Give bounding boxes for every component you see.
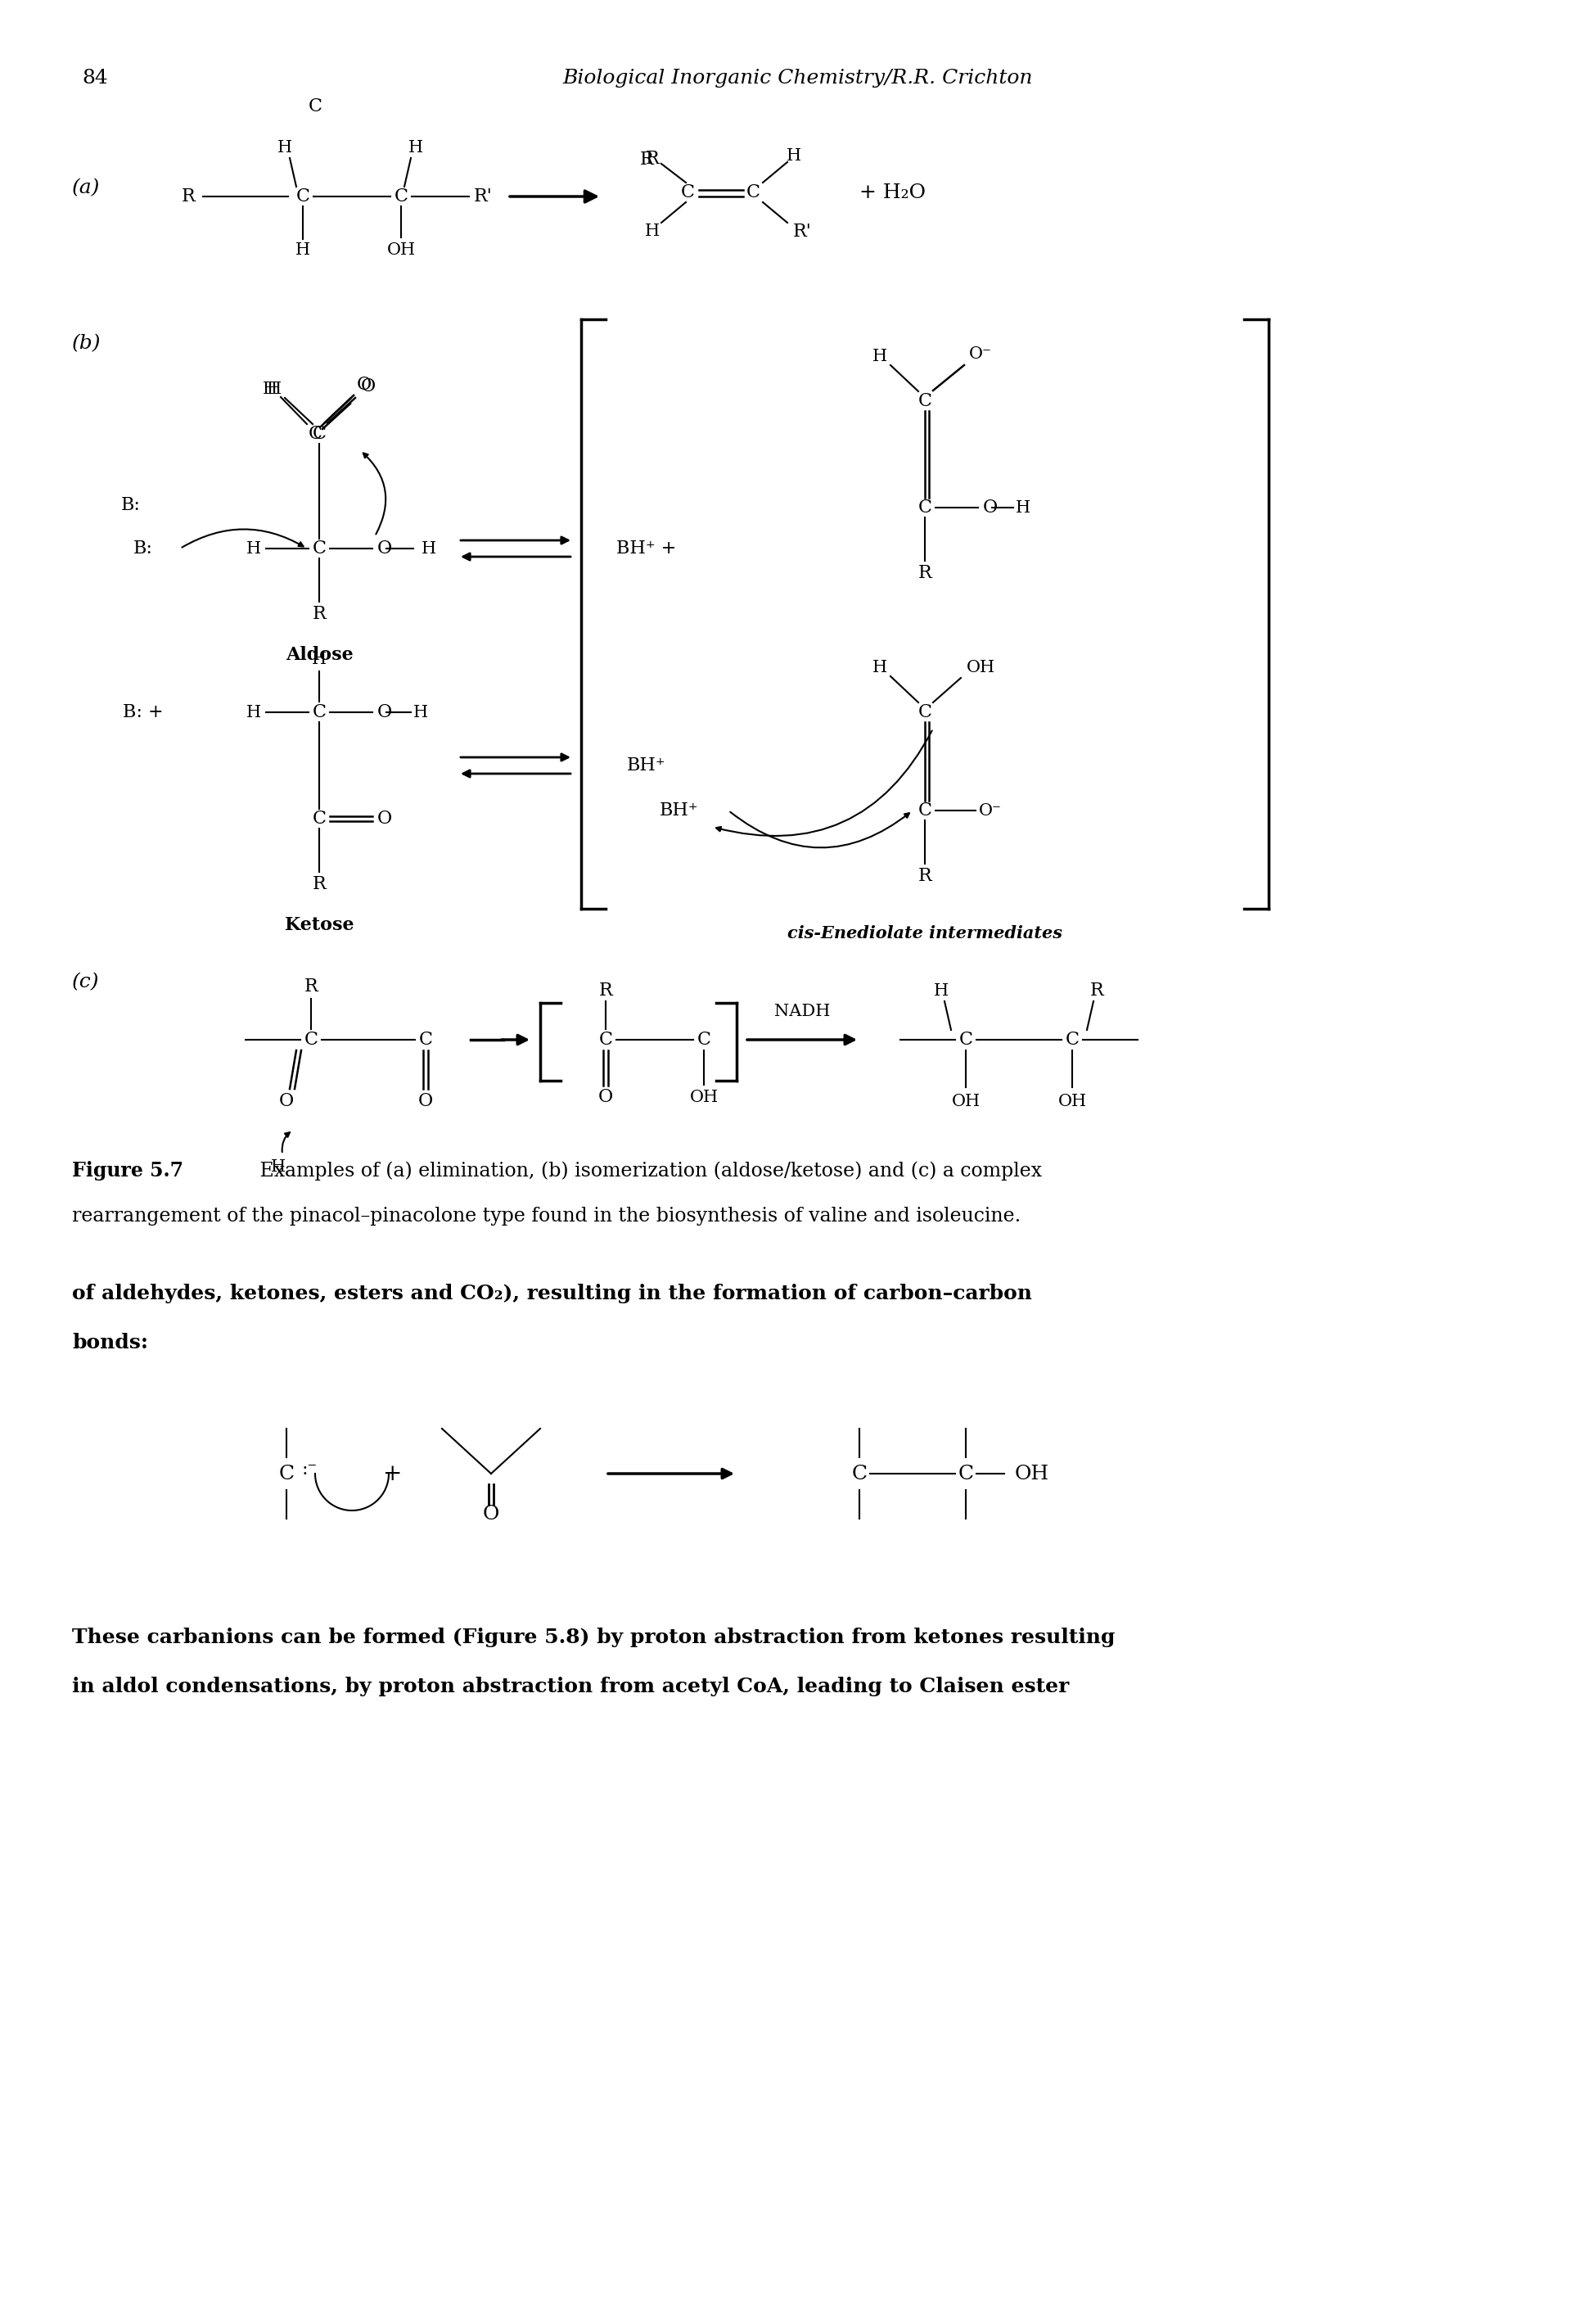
Text: O: O <box>377 703 393 722</box>
Text: R: R <box>313 875 326 894</box>
Text: B:: B: <box>134 538 153 557</box>
Text: (a): (a) <box>72 179 101 197</box>
Text: Ketose: Ketose <box>284 917 354 933</box>
Text: O: O <box>279 1093 294 1109</box>
Text: C: C <box>918 392 932 411</box>
Text: C: C <box>313 703 326 722</box>
Text: H: H <box>645 223 659 239</box>
Text: 84: 84 <box>81 67 109 88</box>
Text: C: C <box>918 801 932 819</box>
Text: C: C <box>313 810 326 829</box>
Text: R: R <box>1090 982 1103 1000</box>
Text: H: H <box>267 381 281 397</box>
Text: C: C <box>680 183 694 202</box>
Text: O: O <box>377 810 393 829</box>
Text: O: O <box>482 1506 500 1525</box>
Text: rearrangement of the pinacol–pinacolone type found in the biosynthesis of valine: rearrangement of the pinacol–pinacolone … <box>72 1207 1021 1225</box>
Text: C: C <box>918 499 932 518</box>
Text: C: C <box>697 1031 710 1049</box>
Text: C: C <box>313 425 326 443</box>
Text: These carbanions can be formed (Figure 5.8) by proton abstraction from ketones r: These carbanions can be formed (Figure 5… <box>72 1627 1116 1648</box>
Text: H: H <box>413 706 428 720</box>
Text: OH: OH <box>689 1089 718 1105</box>
Text: H: H <box>787 149 801 162</box>
Text: O⁻: O⁻ <box>969 346 993 362</box>
Text: NADH: NADH <box>774 1003 830 1019</box>
Text: R: R <box>598 982 613 1000</box>
Text: Aldose: Aldose <box>286 645 353 664</box>
Text: R: R <box>305 977 318 996</box>
Text: bonds:: bonds: <box>72 1332 148 1353</box>
Text: R: R <box>313 606 326 622</box>
Text: BH⁺: BH⁺ <box>627 757 666 775</box>
Text: H: H <box>873 659 887 675</box>
Text: BH⁺: BH⁺ <box>659 801 699 819</box>
Text: O: O <box>361 378 375 395</box>
Text: H: H <box>246 541 262 557</box>
Text: H: H <box>934 982 948 998</box>
Text: R: R <box>918 868 932 884</box>
Text: C: C <box>745 183 760 202</box>
Text: C: C <box>418 1031 433 1049</box>
Text: H: H <box>278 139 292 156</box>
Text: H: H <box>409 139 423 156</box>
Text: (c): (c) <box>72 972 99 991</box>
Text: OH: OH <box>386 241 415 258</box>
Text: C: C <box>295 188 310 207</box>
Text: C: C <box>959 1031 972 1049</box>
Text: H: H <box>263 381 278 397</box>
Text: C: C <box>958 1465 974 1483</box>
Text: C: C <box>308 97 322 116</box>
Text: C: C <box>308 425 322 443</box>
Text: O: O <box>358 376 372 395</box>
Text: OH: OH <box>966 659 994 675</box>
Text: C: C <box>279 1465 294 1483</box>
Text: H: H <box>311 652 327 666</box>
Text: OH: OH <box>1015 1465 1050 1483</box>
Text: O: O <box>377 538 393 557</box>
Text: R: R <box>640 151 653 169</box>
Text: C: C <box>305 1031 318 1049</box>
Text: H: H <box>246 706 262 720</box>
Text: C: C <box>598 1031 613 1049</box>
Text: cis-Enediolate intermediates: cis-Enediolate intermediates <box>787 926 1063 942</box>
Text: Biological Inorganic Chemistry/R.R. Crichton: Biological Inorganic Chemistry/R.R. Cric… <box>563 67 1033 88</box>
Text: +: + <box>383 1462 402 1485</box>
Text: Examples of (a) elimination, (b) isomerization (aldose/ketose) and (c) a complex: Examples of (a) elimination, (b) isomeri… <box>254 1160 1042 1181</box>
Text: O⁻: O⁻ <box>978 803 1002 819</box>
Text: H: H <box>1015 499 1031 515</box>
Text: R': R' <box>474 188 492 207</box>
Text: H: H <box>421 541 436 557</box>
Text: O: O <box>598 1089 613 1107</box>
Text: R: R <box>182 188 195 207</box>
Text: + H₂O: + H₂O <box>859 183 926 202</box>
Text: C: C <box>852 1465 867 1483</box>
Text: BH⁺ +: BH⁺ + <box>616 538 677 557</box>
Text: R': R' <box>793 223 811 241</box>
Text: R: R <box>918 564 932 583</box>
Text: C: C <box>918 703 932 722</box>
Text: H: H <box>271 1158 286 1174</box>
Text: C: C <box>1065 1031 1079 1049</box>
Text: of aldehydes, ketones, esters and CO₂), resulting in the formation of carbon–car: of aldehydes, ketones, esters and CO₂), … <box>72 1284 1033 1304</box>
Text: OH: OH <box>1058 1093 1087 1109</box>
Text: (b): (b) <box>72 334 101 353</box>
Text: O: O <box>418 1093 433 1109</box>
Text: B:: B: <box>121 497 140 515</box>
Text: R: R <box>645 151 659 167</box>
Text: Figure 5.7: Figure 5.7 <box>72 1160 184 1181</box>
Text: C: C <box>313 538 326 557</box>
Text: :⁻: :⁻ <box>302 1460 318 1478</box>
Text: H: H <box>295 241 310 258</box>
Text: OH: OH <box>951 1093 980 1109</box>
Text: in aldol condensations, by proton abstraction from acetyl CoA, leading to Claise: in aldol condensations, by proton abstra… <box>72 1676 1069 1697</box>
Text: B: +: B: + <box>123 703 163 722</box>
Text: C: C <box>394 188 409 207</box>
Text: O: O <box>983 499 998 518</box>
Text: H: H <box>873 348 887 364</box>
